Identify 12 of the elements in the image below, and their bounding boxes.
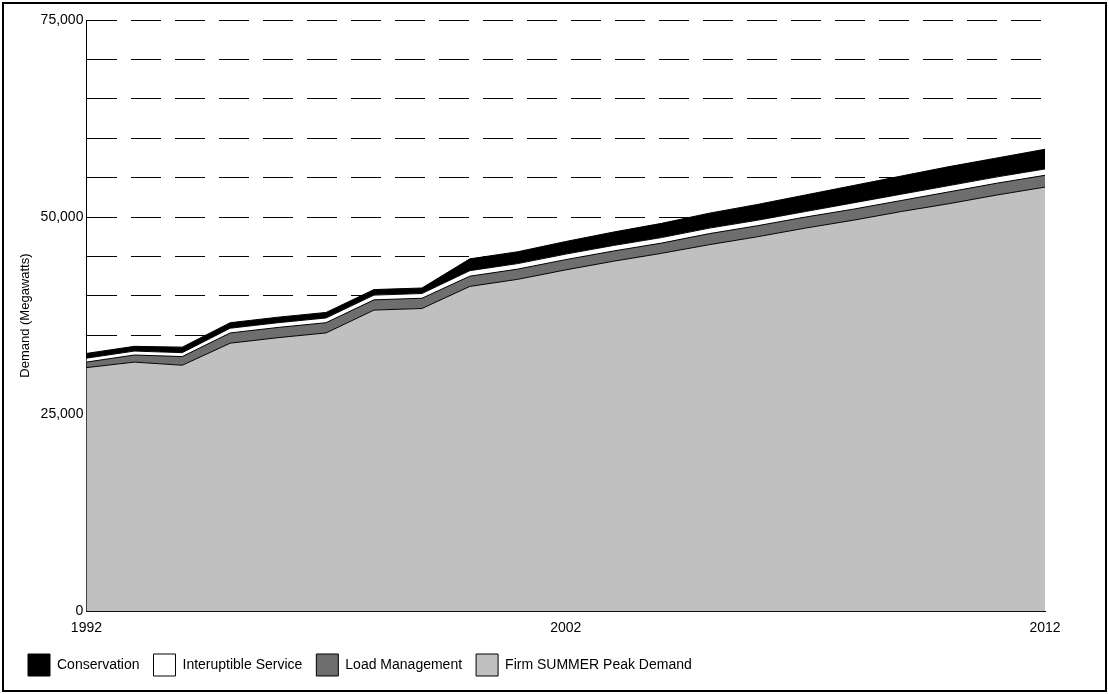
legend-label: Interuptible Service — [182, 655, 303, 672]
x-tick-label: 2002 — [550, 619, 582, 636]
y-tick-label: 0 — [75, 602, 84, 619]
legend-label: Load Management — [345, 655, 463, 672]
x-tick-label: 2012 — [1029, 619, 1061, 636]
x-tick-label: 1992 — [70, 619, 103, 636]
y-tick-label: 50,000 — [40, 207, 84, 224]
y-axis-title: Demand (Megawatts) — [17, 253, 33, 378]
legend-label: Firm SUMMER Peak Demand — [505, 655, 692, 672]
y-tick-label: 75,000 — [40, 10, 84, 27]
legend-label: Conservation — [57, 655, 140, 672]
y-tick-label: 25,000 — [40, 404, 84, 421]
